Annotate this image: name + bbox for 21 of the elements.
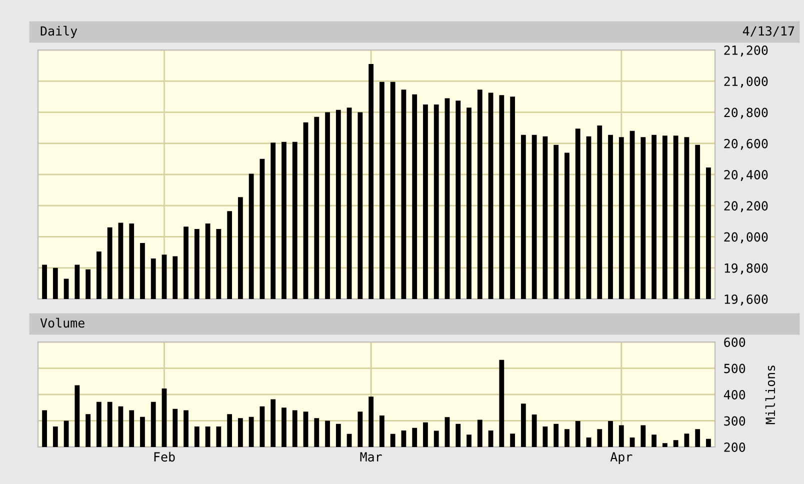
y-tick-label: 20,200: [724, 201, 768, 212]
y-tick-label: 20,400: [724, 170, 768, 182]
y-tick-label: 300: [724, 416, 746, 426]
x-tick-label: Apr: [610, 452, 632, 464]
text: 4/13/17: [742, 26, 794, 37]
y-axis-title: Millions: [765, 366, 776, 424]
y-tick-label: 21,000: [724, 76, 768, 88]
y-tick-label: 200: [724, 442, 746, 452]
y-tick-label: 20,800: [724, 108, 768, 119]
chart-title: Volume: [40, 318, 84, 328]
x-tick-label: Mar: [360, 452, 382, 462]
y-tick-label: 20,000: [724, 232, 768, 244]
y-tick-label: 21,200: [724, 46, 768, 57]
y-tick-label: 19,800: [724, 263, 768, 274]
y-tick-label: 500: [724, 364, 746, 374]
x-tick-label: Feb: [154, 452, 175, 462]
y-tick-label: 19,600: [724, 294, 768, 306]
chart-title: Daily: [40, 26, 78, 38]
y-tick-label: 400: [724, 390, 746, 400]
y-tick-label: 20,600: [724, 138, 768, 150]
y-tick-label: 600: [724, 338, 746, 347]
